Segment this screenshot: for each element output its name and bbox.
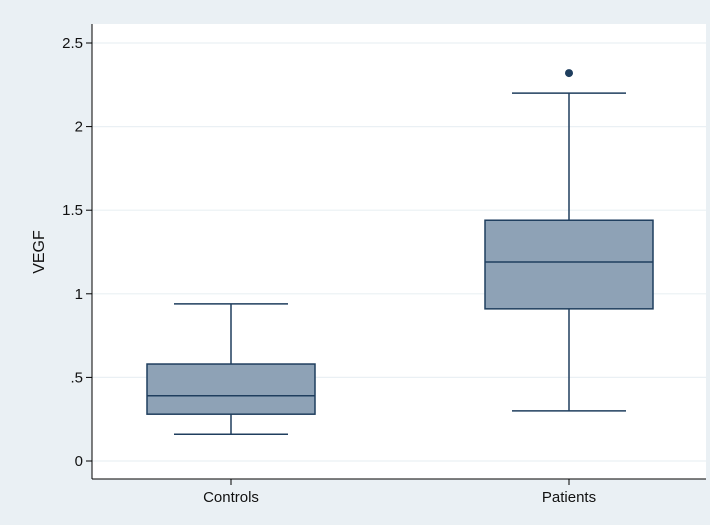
y-tick-label: 2.5 <box>62 35 83 52</box>
y-axis-title: VEGF <box>31 230 48 274</box>
outlier-point <box>565 69 573 78</box>
box-series <box>146 69 654 435</box>
box-controls <box>146 303 316 435</box>
y-tick-label: .5 <box>70 369 83 386</box>
iqr-box <box>484 219 654 310</box>
y-tick-label: 1 <box>75 286 83 303</box>
box-patients <box>484 69 654 412</box>
y-tick-label: 2 <box>75 119 83 136</box>
x-tick-label-controls: Controls <box>203 489 259 506</box>
y-tick-label: 0 <box>75 453 83 470</box>
axes: 0 .5 1 1.5 2 2.5 Controls Patients <box>62 24 706 506</box>
x-tick-label-patients: Patients <box>542 489 596 506</box>
y-tick-label: 1.5 <box>62 202 83 219</box>
iqr-box <box>146 363 316 415</box>
